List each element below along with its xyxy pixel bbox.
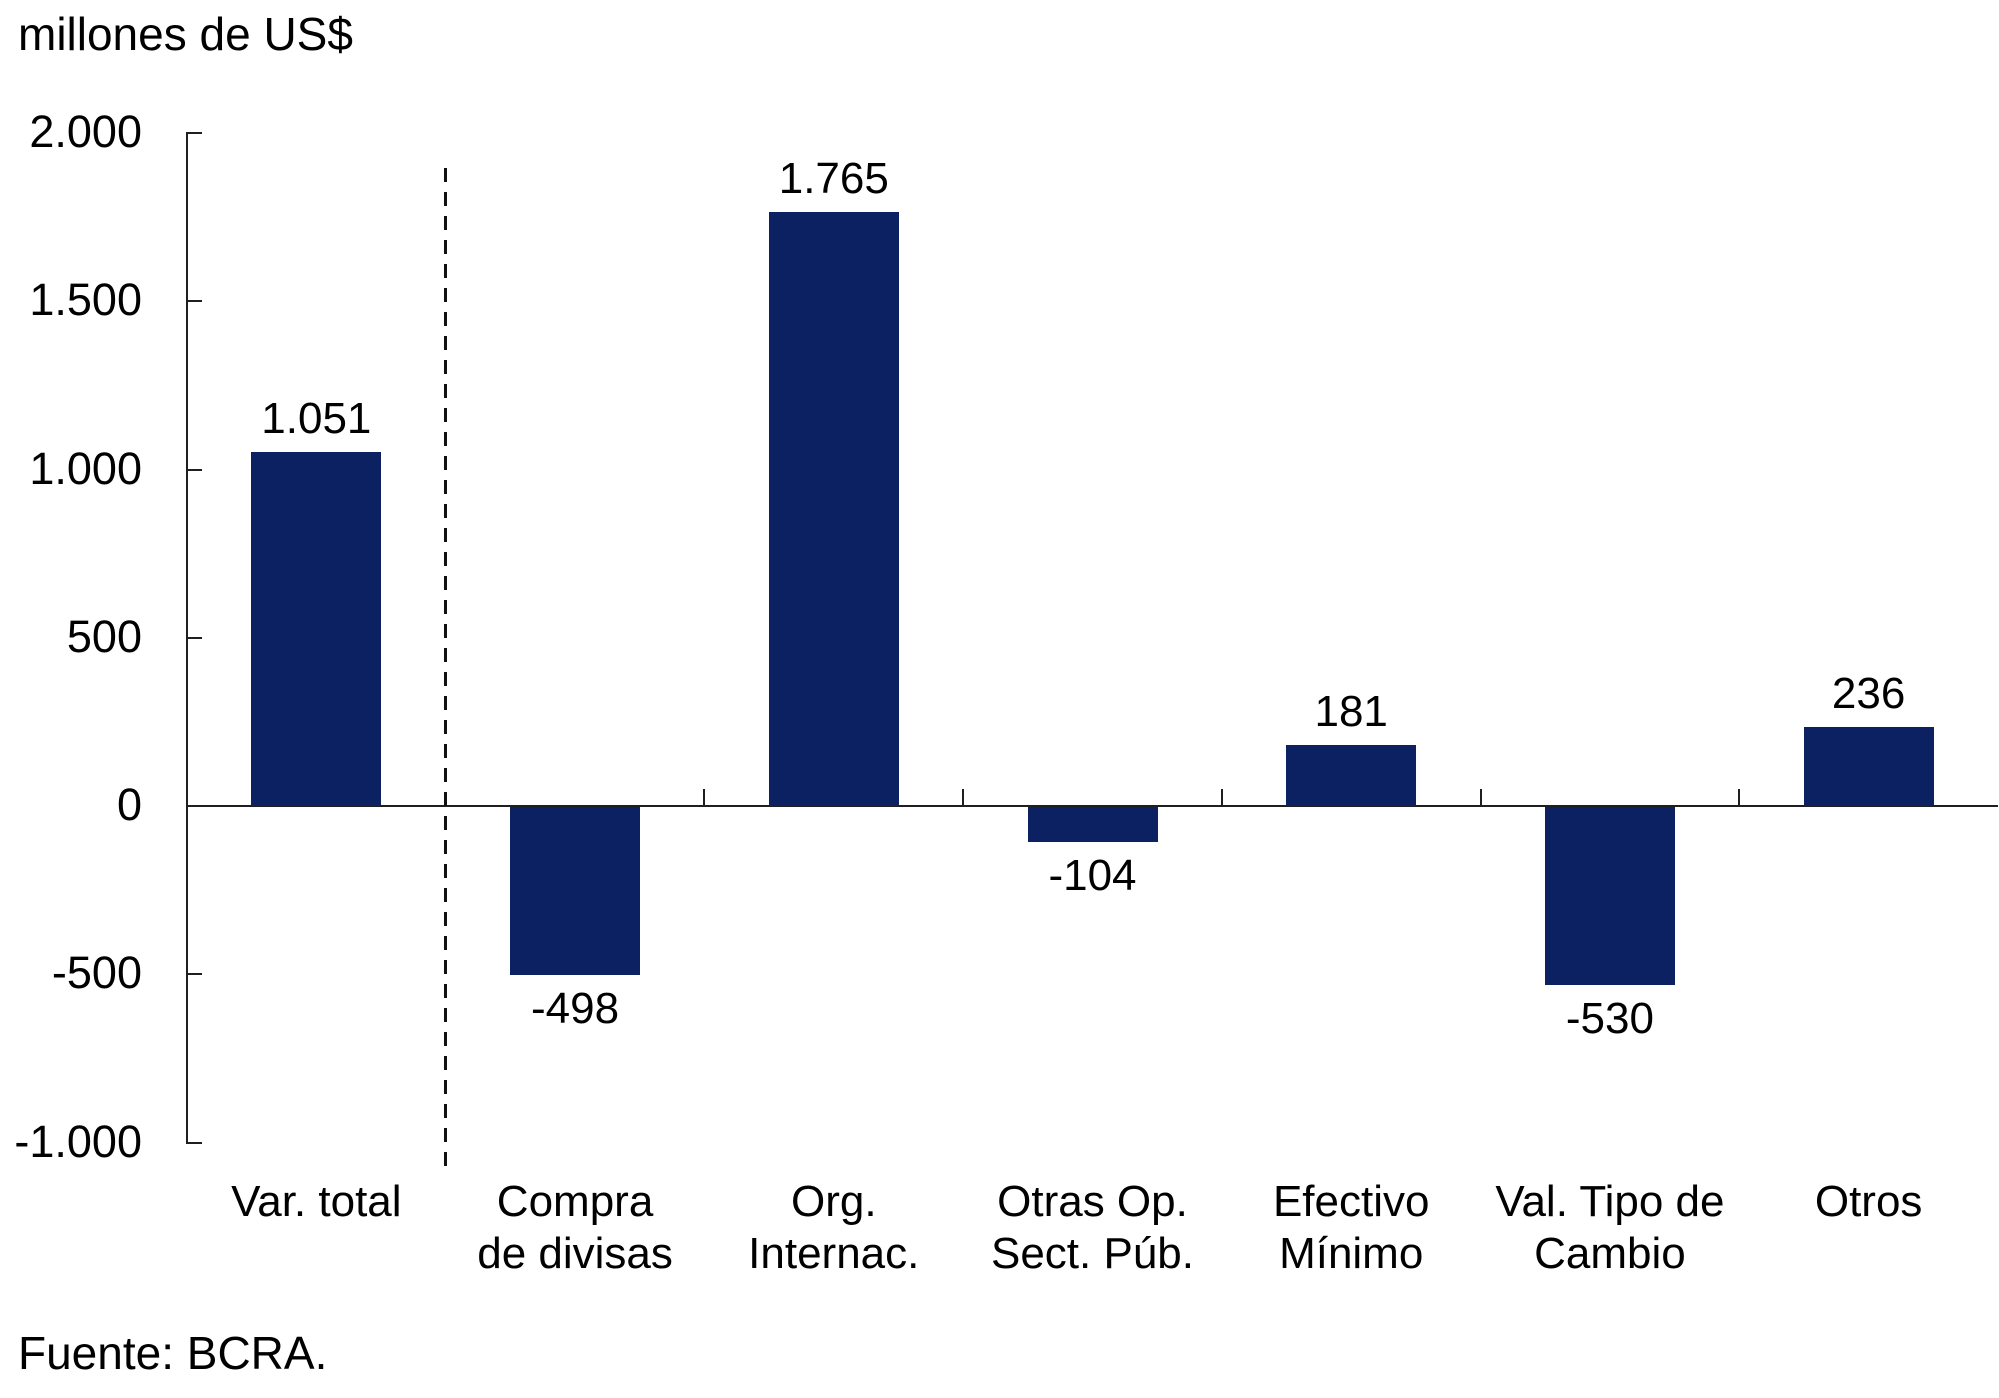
category-label: Efectivo Mínimo [1222, 1176, 1481, 1280]
category-label-line: Efectivo [1272, 1177, 1430, 1226]
category-separator-line [444, 168, 448, 1167]
category-label: Org. Internac. [704, 1176, 963, 1280]
zero-axis-line [187, 805, 1998, 807]
category-label: Otros [1739, 1176, 1998, 1228]
category-boundary-tick [1220, 789, 1223, 805]
y-axis-tick-label: 2.000 [29, 105, 142, 157]
category-label-line: Val. Tipo de [1495, 1177, 1725, 1226]
category-boundary-tick [962, 789, 965, 805]
category-label-line: Compra [496, 1177, 654, 1226]
bar-value-label: 1.765 [778, 154, 889, 204]
source-note: Fuente: BCRA. [18, 1327, 328, 1379]
bar-value-label: -104 [1048, 850, 1137, 900]
category-label-line: Otros [1814, 1177, 1923, 1226]
bar-value-label: -530 [1565, 994, 1654, 1044]
y-axis-tick-label: 500 [66, 610, 142, 662]
category-boundary-tick [1479, 789, 1482, 805]
category-label-line: Var. total [231, 1177, 402, 1226]
category-label-line: Otras Op. [997, 1177, 1188, 1226]
category-label: Otras Op. Sect. Púb. [963, 1176, 1222, 1280]
bar [1286, 745, 1417, 806]
category-boundary-tick [1738, 789, 1741, 805]
bar-value-label: 181 [1314, 687, 1388, 737]
bar-value-label: 236 [1831, 668, 1906, 718]
y-axis-tick-label: 0 [116, 778, 142, 830]
category-label-line: Mínimo [1279, 1229, 1424, 1278]
category-label: Compra de divisas [446, 1176, 705, 1280]
category-label: Var. total [187, 1176, 446, 1228]
bar [251, 452, 382, 806]
category-boundary-tick [703, 789, 706, 805]
category-label-line: Internac. [748, 1229, 920, 1278]
y-axis-tick [187, 973, 202, 976]
bar [1803, 726, 1934, 806]
bar-value-label: -498 [531, 983, 620, 1033]
y-axis-tick-label: 1.000 [29, 442, 142, 494]
y-axis-tick [187, 300, 202, 303]
y-axis-tick [187, 468, 202, 471]
bar-value-label: 1.051 [261, 394, 372, 444]
y-axis-tick-label: -1.000 [14, 1115, 142, 1167]
bar [510, 807, 641, 975]
bar [1544, 807, 1675, 986]
y-axis-tick [187, 636, 202, 639]
category-label: Val. Tipo de Cambio [1481, 1176, 1740, 1280]
chart-title: millones de US$ [18, 8, 353, 60]
category-label-line: Org. [790, 1177, 877, 1226]
bar [768, 212, 899, 806]
bar [1027, 807, 1158, 842]
category-label-line: Cambio [1534, 1229, 1686, 1278]
category-label-line: Sect. Púb. [990, 1229, 1194, 1278]
y-axis-tick-label: 1.500 [29, 274, 142, 326]
y-axis-tick-label: -500 [51, 947, 142, 999]
y-axis-tick [187, 132, 202, 134]
category-label-line: de divisas [477, 1229, 673, 1278]
y-axis-tick [187, 1141, 202, 1144]
